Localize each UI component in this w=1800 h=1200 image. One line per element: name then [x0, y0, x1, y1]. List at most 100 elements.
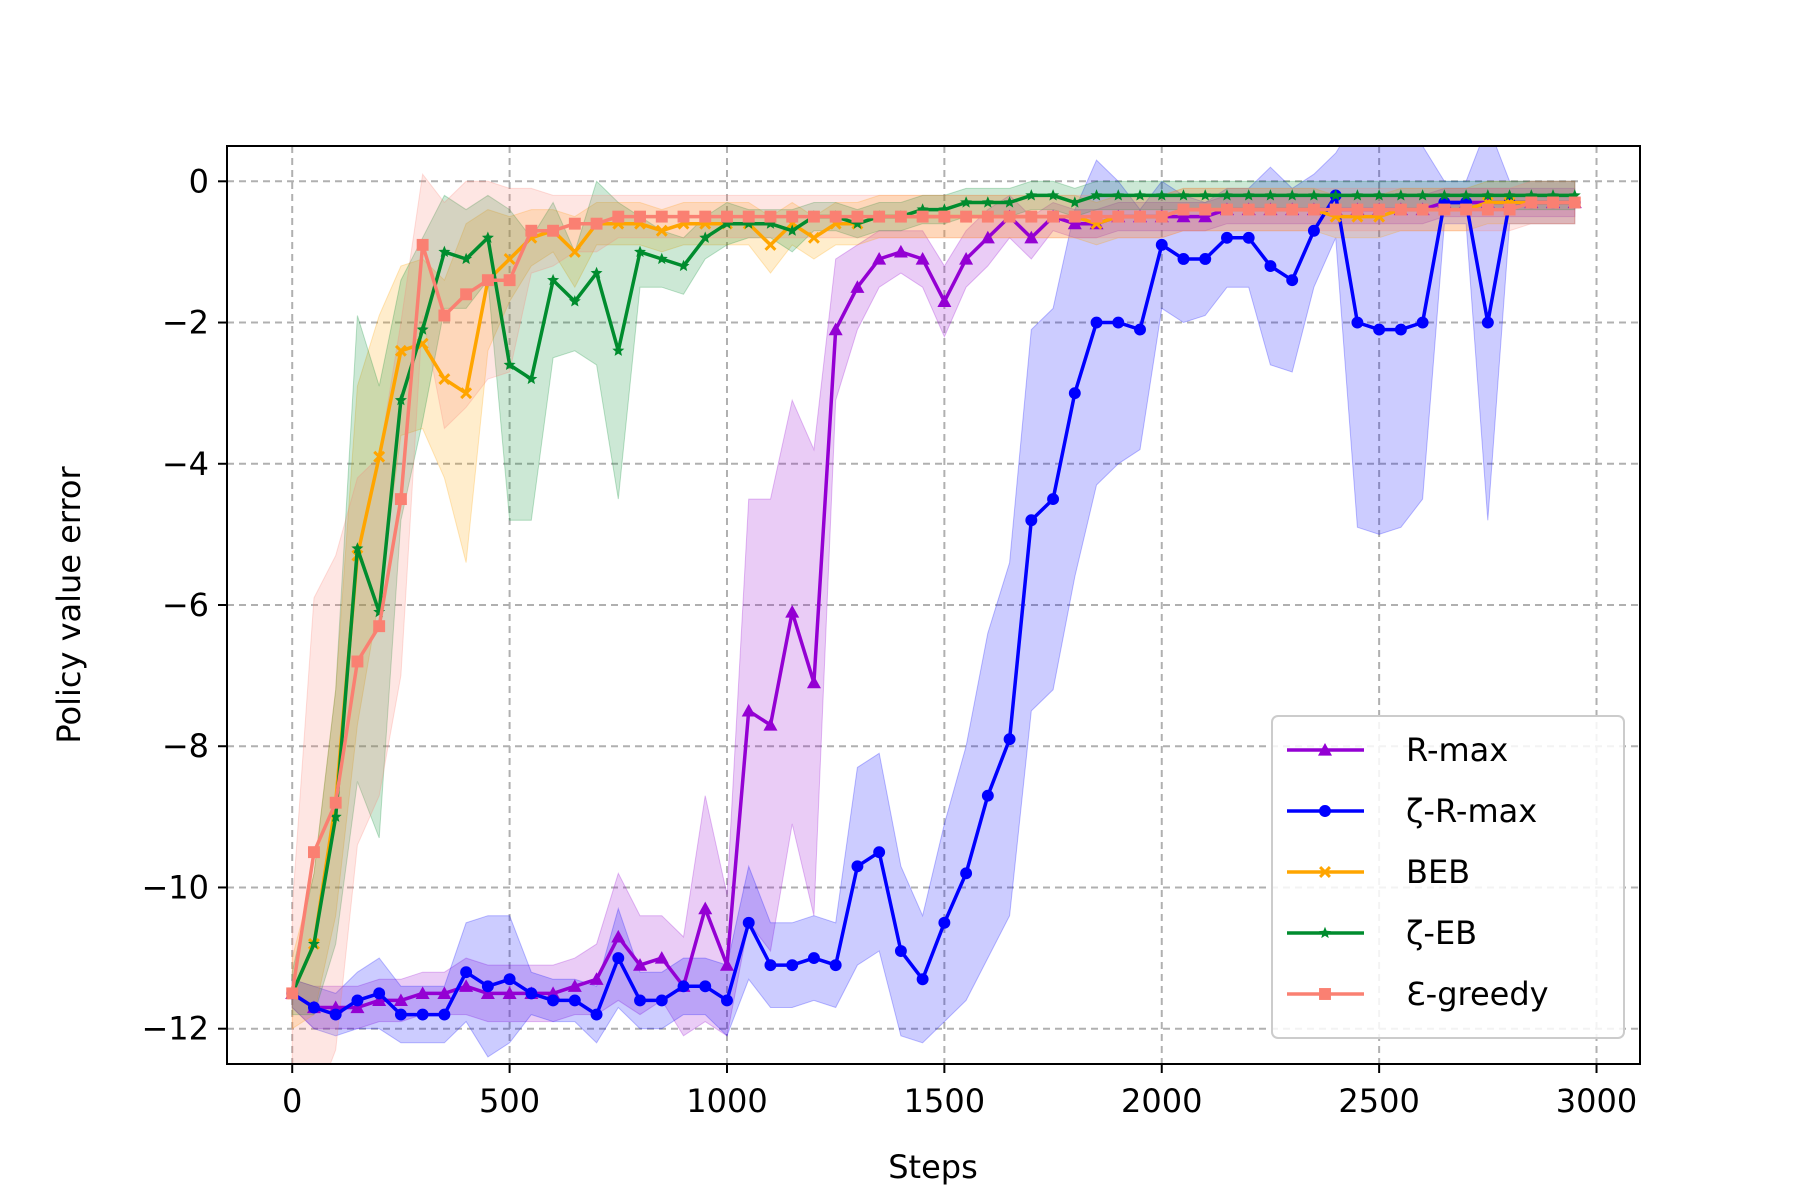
data-point [1112, 210, 1125, 223]
legend-item: ζ-R-max [1287, 792, 1537, 830]
data-point [699, 210, 712, 223]
data-point [308, 846, 320, 859]
x-tick-label: 3000 [1556, 1082, 1637, 1120]
x-tick-label: 1500 [904, 1082, 985, 1120]
data-point [721, 994, 733, 1007]
data-point [785, 605, 800, 618]
data-point [329, 1008, 342, 1021]
data-point [373, 987, 386, 1000]
data-point [1525, 196, 1538, 209]
data-point [503, 253, 516, 265]
data-point [677, 980, 690, 993]
data-point [1177, 189, 1190, 201]
data-point [393, 993, 408, 1007]
data-point [851, 860, 864, 873]
data-point [611, 929, 626, 943]
data-point [394, 344, 407, 357]
data-point [612, 344, 625, 356]
data-point [1264, 189, 1277, 201]
data-point [1373, 203, 1386, 216]
series-4 [286, 196, 1581, 1000]
data-point [394, 393, 407, 406]
band-series-0 [291, 187, 1576, 1037]
y-tick-label: −4 [162, 445, 209, 483]
data-point [612, 210, 625, 223]
data-point [677, 210, 690, 223]
data-point [351, 994, 364, 1007]
data-point [1155, 238, 1168, 251]
data-point [807, 210, 820, 223]
data-point [1373, 189, 1386, 201]
data-point [828, 322, 843, 336]
data-point [438, 309, 451, 322]
data-point [851, 217, 864, 229]
data-point [460, 387, 473, 400]
data-point [568, 217, 581, 230]
data-point [1329, 203, 1342, 216]
data-point [1067, 216, 1082, 230]
data-point [1003, 196, 1016, 208]
data-point [763, 718, 778, 731]
data-point [394, 493, 407, 506]
data-point [938, 210, 951, 223]
data-point [525, 372, 538, 385]
data-point [372, 993, 387, 1007]
data-point [1319, 926, 1331, 939]
data-point [699, 980, 712, 993]
data-point [1068, 387, 1081, 400]
data-point [960, 210, 973, 223]
data-point [981, 210, 994, 223]
data-point [633, 958, 648, 971]
data-point [1416, 316, 1429, 329]
data-point [568, 994, 581, 1007]
data-point [742, 916, 755, 929]
data-point [373, 605, 386, 618]
data-point [655, 224, 668, 237]
data-point [850, 280, 865, 293]
data-point [938, 916, 951, 929]
data-point [873, 210, 886, 223]
data-point [503, 973, 516, 986]
data-point [699, 231, 712, 243]
data-point [742, 210, 755, 223]
data-point [655, 994, 668, 1007]
data-point [1264, 260, 1277, 272]
data-point [1351, 203, 1364, 216]
x-axis-label: Steps [888, 1148, 978, 1186]
data-point [1264, 203, 1277, 216]
data-point [893, 244, 908, 258]
data-point [1568, 196, 1581, 209]
data-point [1155, 189, 1168, 201]
y-tick-label: −12 [141, 1010, 209, 1048]
data-point [1112, 189, 1125, 201]
data-point [1481, 189, 1494, 201]
data-point [1319, 805, 1331, 817]
data-point [1394, 323, 1407, 336]
data-point [1242, 189, 1255, 201]
data-point [1025, 514, 1038, 527]
data-point [1221, 203, 1233, 216]
data-point [807, 231, 820, 244]
data-point [1481, 316, 1494, 329]
series-3 [286, 189, 1581, 999]
data-point [742, 217, 755, 229]
data-point [590, 1008, 603, 1021]
series-lines [285, 189, 1582, 1021]
data-point [764, 238, 777, 251]
data-point [786, 210, 799, 223]
data-point [460, 966, 473, 979]
data-point [1373, 323, 1386, 336]
data-point [634, 994, 646, 1007]
data-point [481, 980, 494, 993]
data-point [459, 979, 474, 992]
data-point [1319, 988, 1331, 1000]
data-point [851, 210, 864, 223]
data-point [525, 224, 538, 237]
data-point [981, 196, 994, 208]
data-point [1221, 189, 1233, 201]
data-point [764, 959, 777, 972]
data-point [438, 1008, 451, 1021]
data-point [1090, 210, 1103, 223]
data-point [1047, 210, 1060, 223]
